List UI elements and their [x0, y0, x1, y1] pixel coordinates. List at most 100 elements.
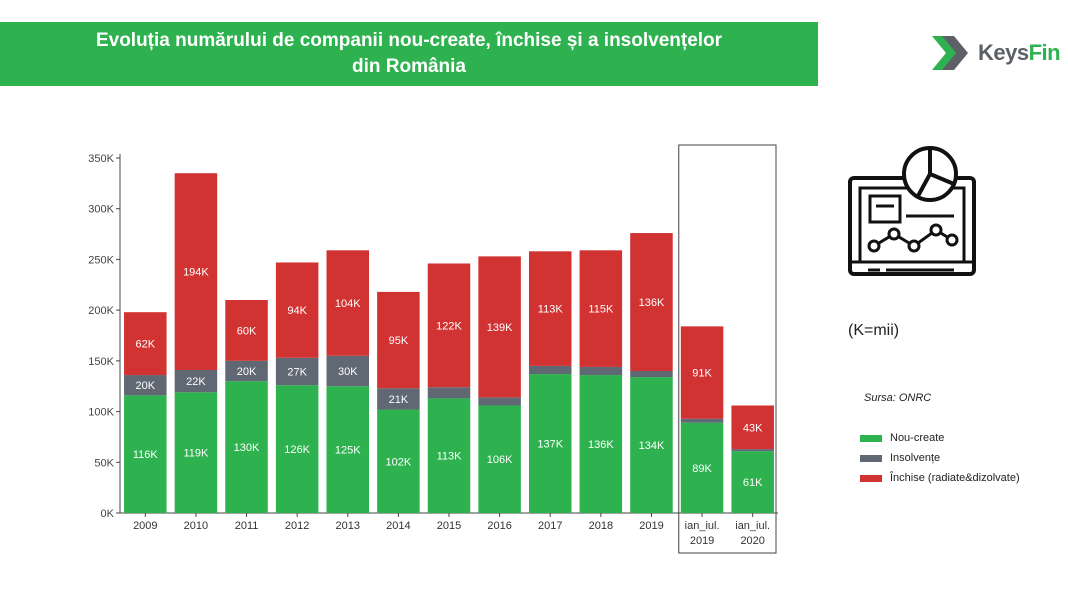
data-label: 119K: [183, 448, 209, 460]
bar-segment: [225, 381, 268, 513]
bar-segment: [124, 395, 167, 513]
x-tick-label: 2015: [437, 520, 461, 532]
data-label: 20K: [237, 366, 257, 378]
bar-segment: [225, 300, 268, 361]
data-label: 136K: [588, 439, 614, 451]
bar-segment: [478, 405, 521, 513]
x-tick-label: ian_iul.: [735, 520, 770, 532]
legend-item-inchise: Închise (radiate&dizolvate): [860, 468, 1020, 488]
bar-segment: [630, 233, 673, 371]
data-label: 89K: [692, 463, 712, 475]
x-tick-label: 2014: [386, 520, 410, 532]
y-tick-label: 150K: [88, 356, 114, 368]
bar-segment: [579, 375, 623, 513]
data-label: 95K: [389, 335, 409, 347]
legend-label-insolvente: Insolvențe: [890, 452, 941, 464]
brand-name: KeysFin: [978, 40, 1061, 66]
data-label: 134K: [639, 440, 665, 452]
unit-note: (K=mii): [848, 322, 900, 339]
data-label: 116K: [133, 449, 159, 461]
data-label: 104K: [335, 298, 361, 310]
data-label: 91K: [692, 368, 712, 380]
bar-segment: [427, 387, 471, 399]
data-label: 102K: [386, 456, 412, 468]
data-label: 122K: [436, 320, 462, 332]
bar-segment: [124, 375, 167, 396]
brand-name-part1: Keys: [978, 40, 1029, 65]
bar-segment: [174, 173, 218, 370]
data-label: 62K: [136, 339, 156, 351]
x-tick-label: 2019: [639, 520, 663, 532]
data-label: 130K: [234, 442, 260, 454]
bar-segment: [478, 397, 521, 406]
bar-segment: [731, 405, 774, 450]
bar-segment: [377, 291, 420, 389]
bar-segment: [326, 386, 370, 513]
data-label: 106K: [487, 454, 513, 466]
bar-segment: [528, 365, 572, 375]
y-tick-label: 350K: [88, 153, 114, 165]
data-label: 27K: [287, 367, 307, 379]
data-label: 20K: [136, 380, 156, 392]
data-label: 22K: [186, 376, 206, 388]
legend-swatch-inchise: [860, 474, 882, 482]
legend-swatch-insolvente: [860, 454, 882, 462]
bar-segment: [275, 262, 319, 358]
legend-item-insolvente: Insolvențe: [860, 448, 1020, 468]
bar-segment: [630, 377, 673, 513]
x-tick-label: ian_iul.: [685, 520, 720, 532]
x-tick-label: 2020: [740, 535, 764, 547]
bar-segment: [377, 409, 420, 513]
chart-legend: Nou-create Insolvențe Închise (radiate&d…: [860, 428, 1020, 488]
bar-segment: [528, 374, 572, 513]
data-label: 137K: [537, 439, 563, 451]
data-label: 139K: [487, 322, 513, 334]
x-tick-label: 2013: [336, 520, 360, 532]
source-note: Sursa: ONRC: [864, 392, 932, 404]
bar-segment: [528, 251, 572, 366]
title-banner: Evoluția numărului de companii nou-creat…: [0, 22, 818, 86]
y-tick-label: 50K: [94, 457, 114, 469]
bar-segment: [326, 250, 370, 356]
x-tick-label: 2011: [235, 520, 259, 532]
y-tick-label: 300K: [88, 204, 114, 216]
bar-segment: [731, 449, 774, 452]
x-tick-label: 2019: [690, 535, 714, 547]
data-label: 43K: [743, 422, 763, 434]
x-tick-label: 2010: [184, 520, 208, 532]
data-label: 30K: [338, 366, 358, 378]
title-line-1: Evoluția numărului de companii nou-creat…: [95, 30, 723, 51]
data-label: 115K: [588, 304, 614, 316]
data-label: 125K: [335, 445, 361, 457]
bar-segment: [275, 385, 319, 513]
x-tick-label: 2018: [589, 520, 613, 532]
x-tick-label: 2012: [285, 520, 309, 532]
bar-segment: [377, 388, 420, 410]
keysfin-chevron-icon: [932, 36, 968, 70]
bar-segment: [579, 250, 623, 367]
data-label: 94K: [287, 305, 307, 317]
y-tick-label: 100K: [88, 407, 114, 419]
data-label: 194K: [183, 267, 209, 279]
bar-segment: [275, 357, 319, 386]
bar-segment: [579, 366, 623, 376]
y-tick-label: 250K: [88, 254, 114, 266]
highlight-box: [678, 144, 777, 554]
bar-segment: [731, 451, 774, 513]
bar-segment: [680, 418, 724, 423]
data-label: 113K: [437, 451, 463, 463]
bar-segment: [427, 263, 471, 388]
bar-segment: [478, 256, 521, 398]
bar-segment: [124, 312, 167, 376]
legend-label-nou-create: Nou-create: [890, 432, 945, 444]
legend-label-inchise: Închise (radiate&dizolvate): [890, 472, 1020, 484]
brand-name-part2: Fin: [1028, 40, 1061, 65]
bar-segment: [630, 371, 673, 378]
bar-segment: [427, 398, 471, 513]
data-label: 113K: [538, 304, 564, 316]
legend-swatch-nou-create: [860, 434, 882, 442]
data-label: 136K: [639, 297, 665, 309]
bar-segment: [174, 369, 218, 393]
x-tick-label: 2017: [538, 520, 562, 532]
